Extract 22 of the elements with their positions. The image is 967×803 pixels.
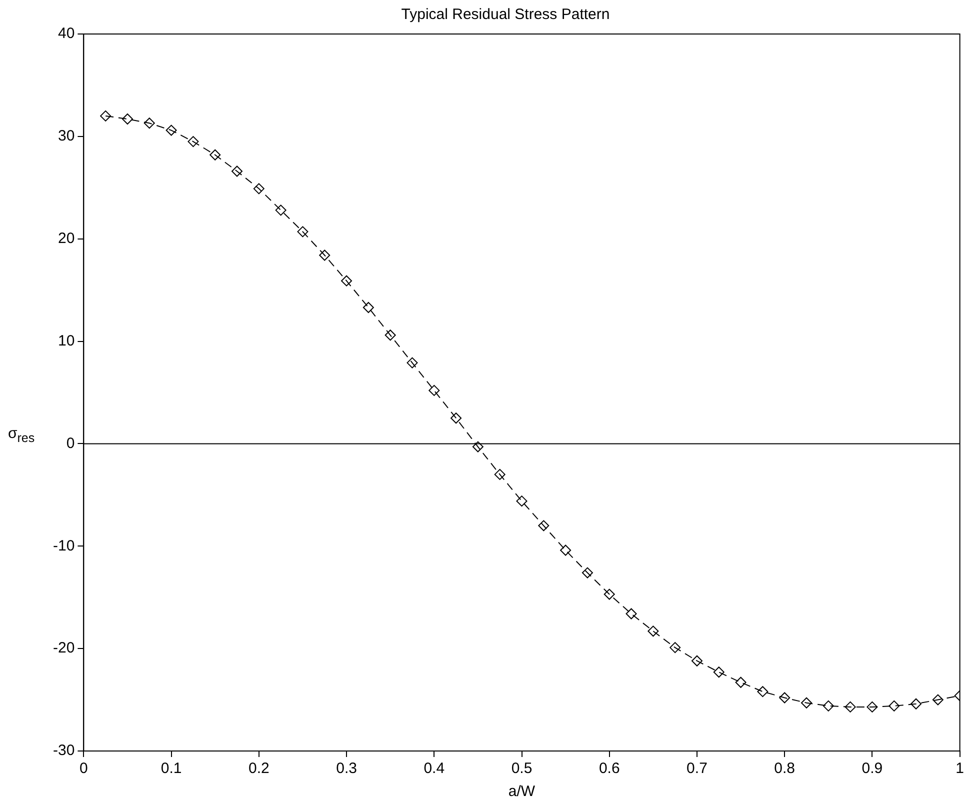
x-tick-label: 0.4 bbox=[424, 760, 445, 778]
x-tick-label: 1 bbox=[956, 760, 964, 778]
y-tick-label: -30 bbox=[52, 742, 75, 760]
x-tick-label: 0.3 bbox=[336, 760, 357, 778]
y-tick-label: -20 bbox=[52, 640, 75, 657]
y-tick-label: 0 bbox=[66, 434, 75, 452]
x-tick-label: 0.2 bbox=[248, 760, 270, 778]
x-axis-title: a/W bbox=[508, 783, 536, 800]
x-tick-label: 0.1 bbox=[160, 760, 182, 778]
y-axis-title: σ$_{res}$ bbox=[8, 425, 35, 445]
x-tick-label: 0.7 bbox=[686, 760, 708, 778]
y-tick-label: 20 bbox=[58, 230, 75, 247]
x-tick-label: 0 bbox=[80, 760, 88, 778]
y-tick-label: -10 bbox=[52, 537, 75, 554]
chart-title: Typical Residual Stress Pattern bbox=[401, 6, 610, 24]
x-tick-label: 0.9 bbox=[862, 760, 883, 778]
y-tick-label: 40 bbox=[58, 25, 75, 42]
x-tick-label: 0.5 bbox=[511, 760, 532, 778]
y-tick-label: 30 bbox=[58, 128, 75, 145]
x-tick-label: 0.8 bbox=[774, 760, 796, 778]
y-tick-label: 10 bbox=[58, 332, 75, 350]
x-tick-label: 0.6 bbox=[598, 760, 620, 778]
